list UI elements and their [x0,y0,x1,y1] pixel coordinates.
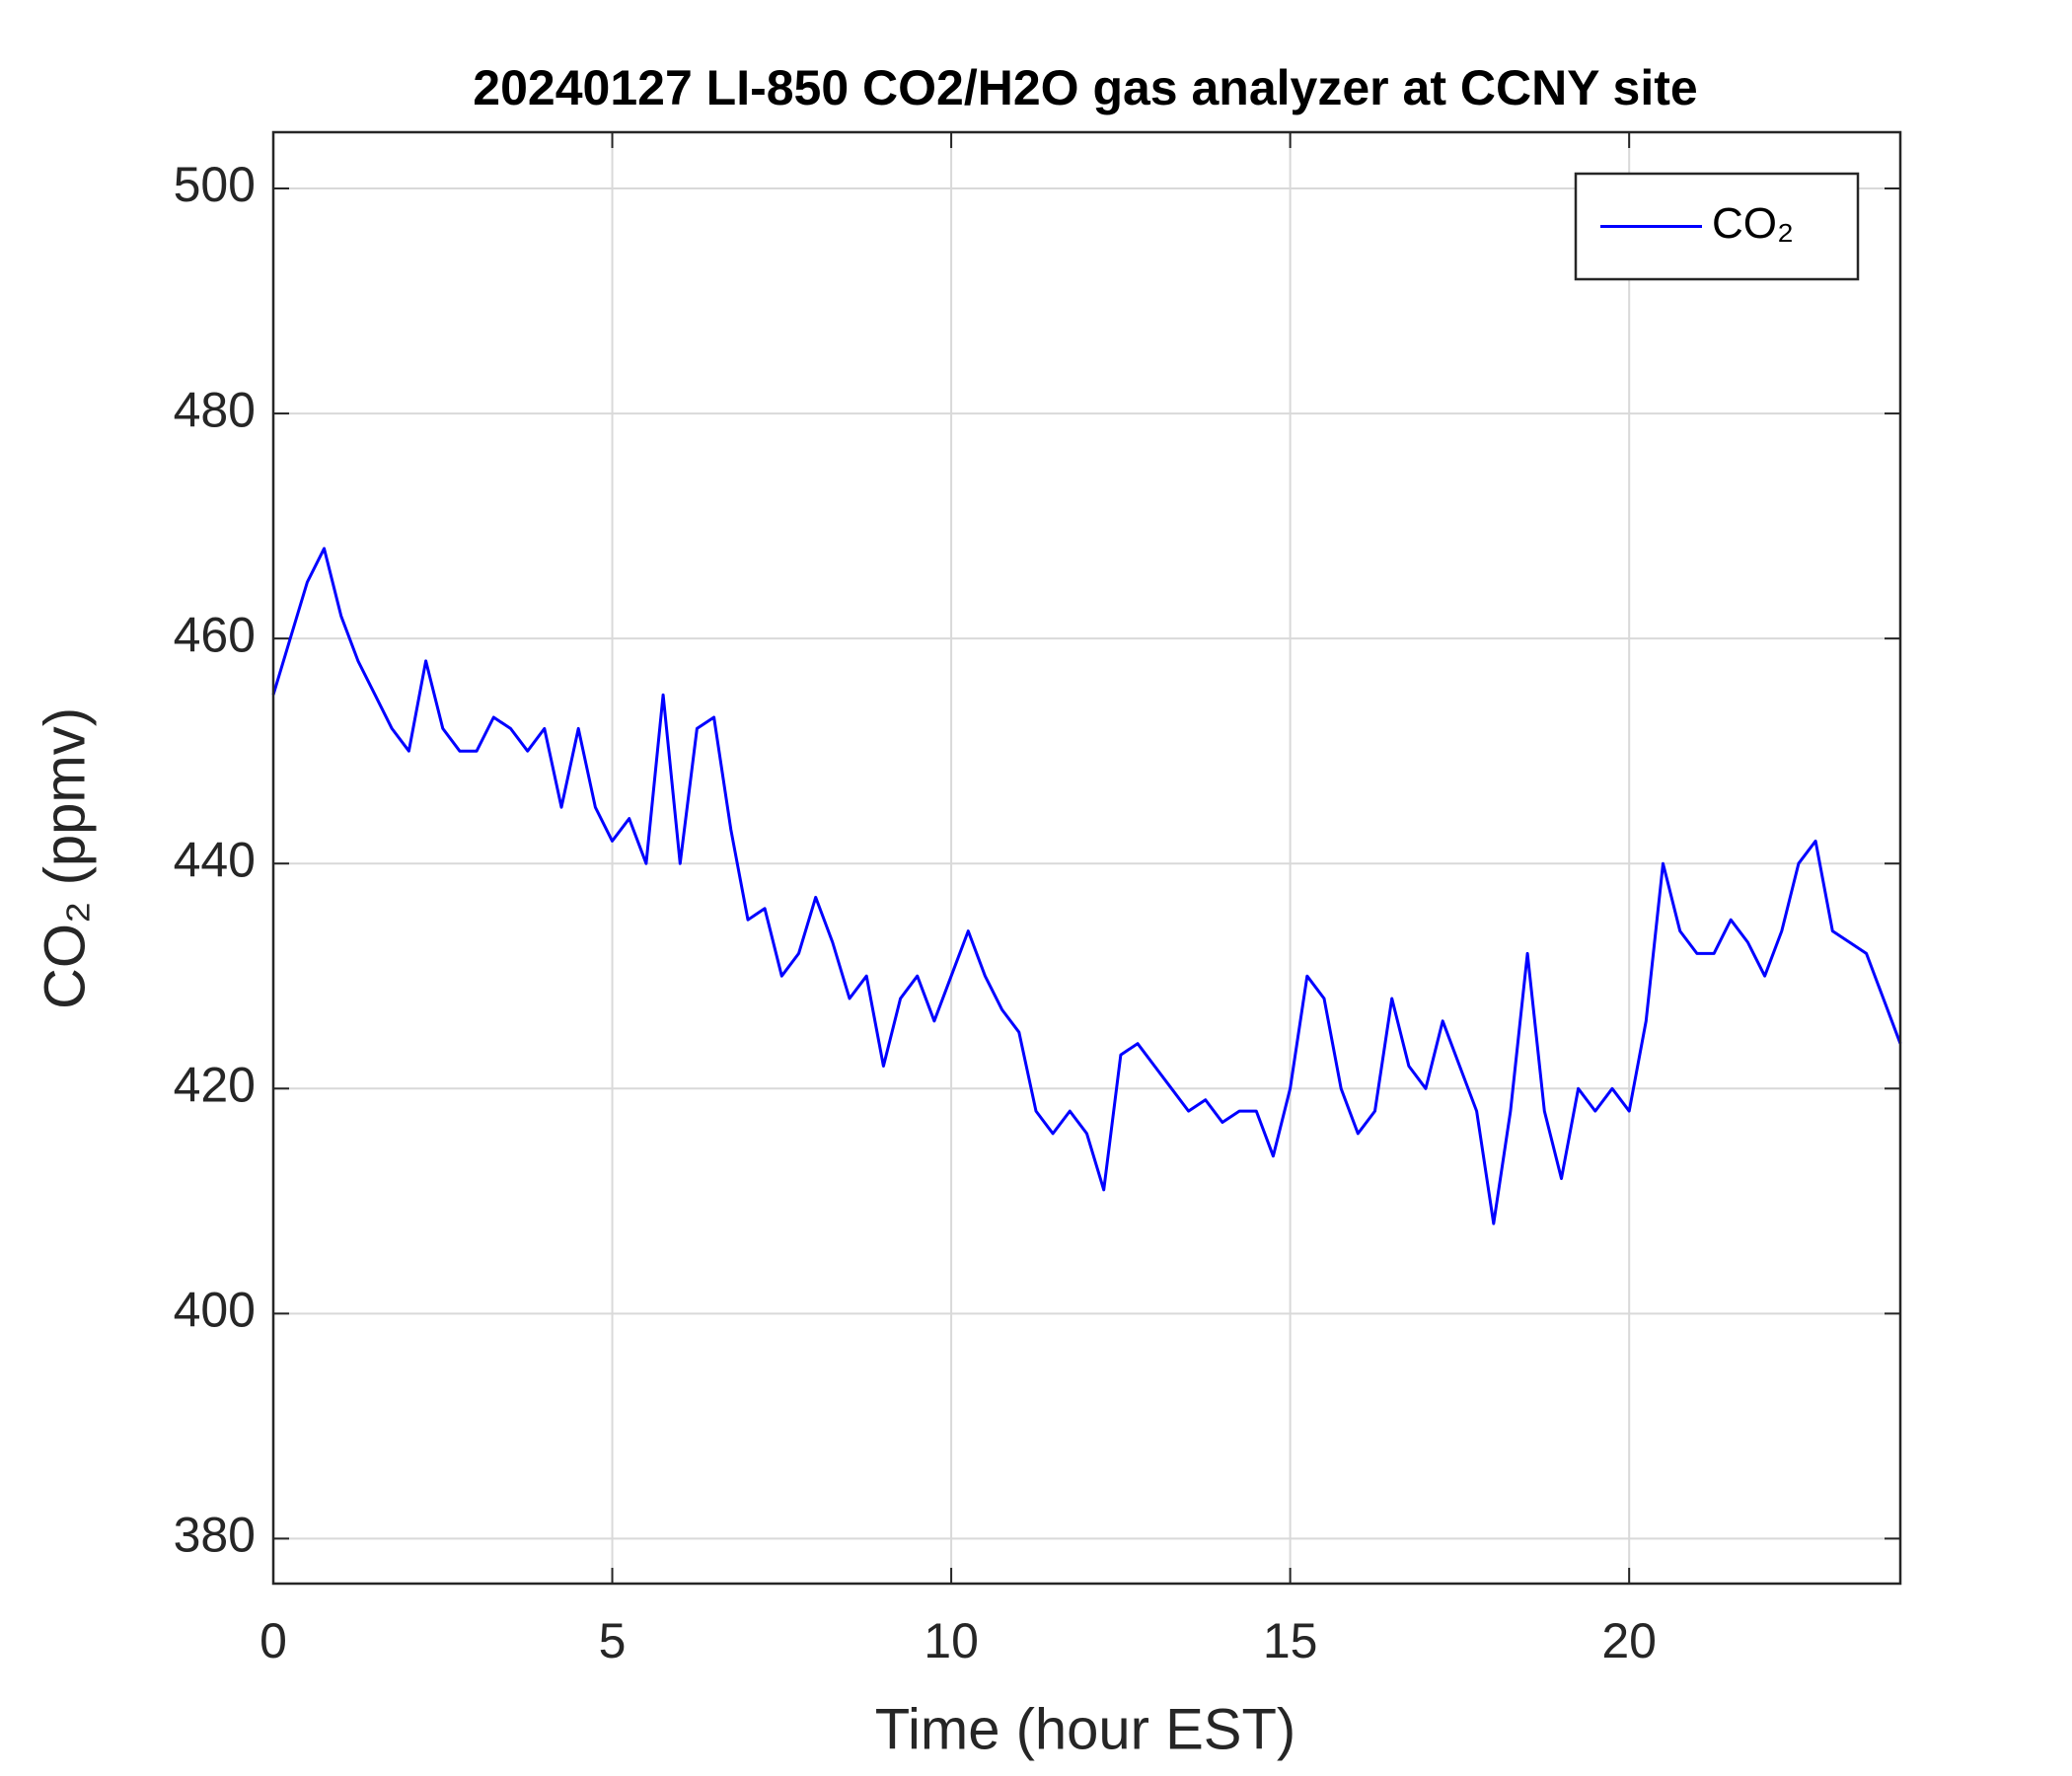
x-tick-label: 0 [259,1613,287,1668]
data-line [271,547,1902,1225]
x-axis-label: Time (hour EST) [875,1697,1295,1761]
y-tick-label: 460 [174,607,256,662]
chart-title: 20240127 LI-850 CO2/H2O gas analyzer at … [473,60,1697,115]
y-tick-label: 440 [174,832,256,887]
y-tick-label: 480 [174,382,256,437]
y-axis-label: CO₂ (ppmv) [33,707,97,1009]
x-tick-label: 20 [1601,1613,1657,1668]
y-tick-label: 380 [174,1508,256,1563]
x-tick-label: 5 [599,1613,627,1668]
x-tick-label: 10 [924,1613,979,1668]
y-tick-label: 500 [174,157,256,212]
plot-frame [271,130,1902,1586]
y-tick-label: 420 [174,1057,256,1112]
legend-label: CO₂ [1712,199,1794,248]
x-tick-label: 15 [1263,1613,1318,1668]
y-tick-label: 400 [174,1283,256,1338]
